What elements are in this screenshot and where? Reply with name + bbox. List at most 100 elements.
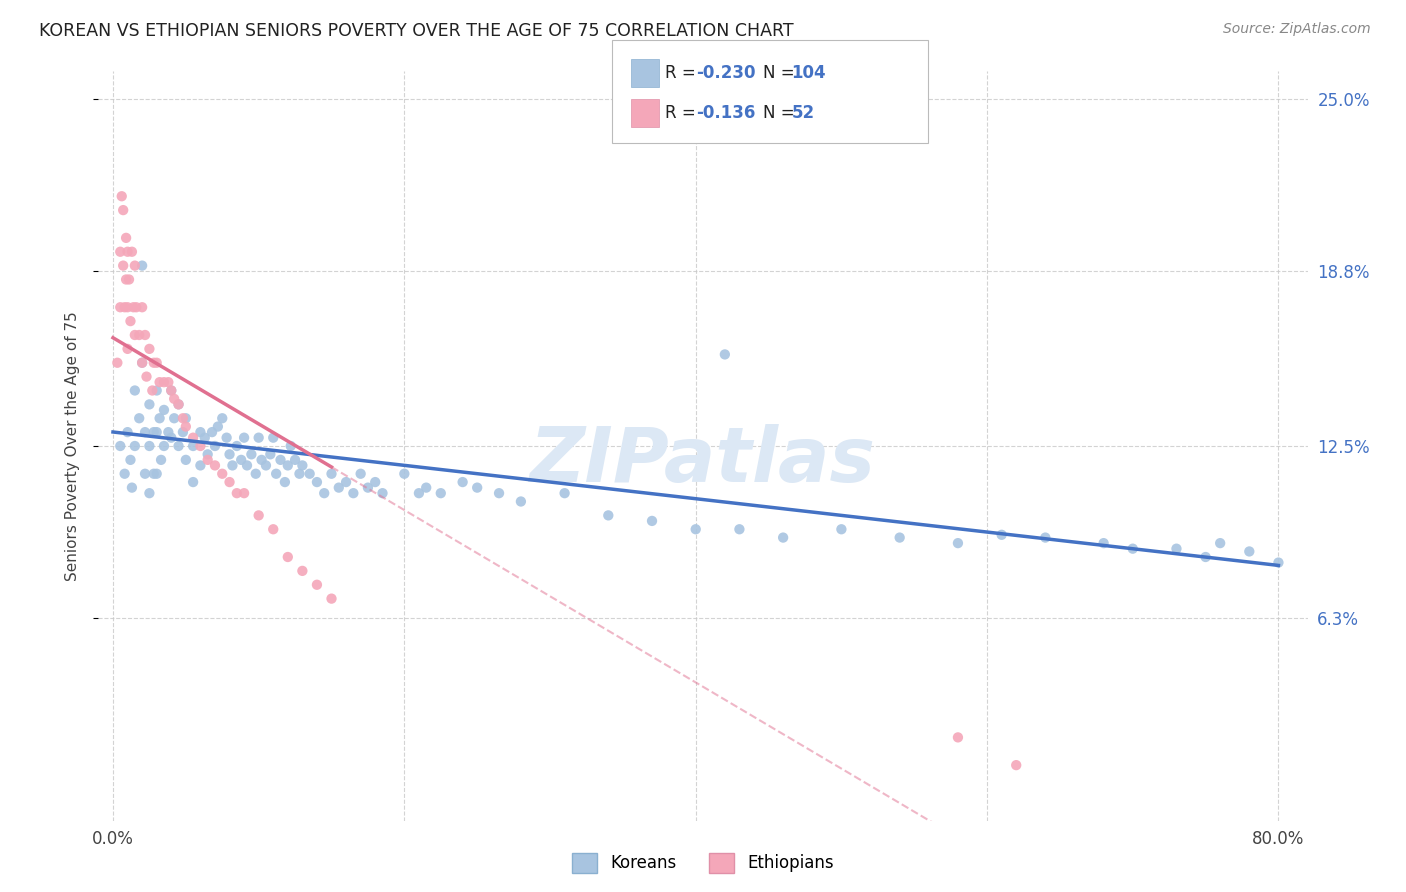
Point	[247, 431, 270, 445]
Point	[321, 591, 343, 606]
Point	[1122, 541, 1144, 556]
Point	[207, 419, 229, 434]
Point	[233, 486, 256, 500]
Point	[598, 508, 620, 523]
Point	[250, 453, 273, 467]
Point	[112, 259, 135, 273]
Point	[194, 431, 217, 445]
Point	[371, 486, 394, 500]
Point	[114, 300, 136, 314]
Point	[364, 475, 387, 489]
Point	[1209, 536, 1232, 550]
Point	[110, 244, 132, 259]
Point	[120, 314, 142, 328]
Point	[509, 494, 531, 508]
Point	[394, 467, 416, 481]
Point	[117, 425, 139, 439]
Point	[105, 356, 128, 370]
Point	[685, 522, 707, 536]
Point	[245, 467, 267, 481]
Point	[328, 481, 350, 495]
Point	[121, 244, 143, 259]
Point	[259, 447, 281, 461]
Point	[288, 467, 311, 481]
Legend: Koreans, Ethiopians: Koreans, Ethiopians	[565, 847, 841, 880]
Point	[167, 439, 190, 453]
Point	[125, 300, 148, 314]
Point	[174, 453, 197, 467]
Point	[274, 475, 297, 489]
Point	[145, 467, 167, 481]
Point	[174, 419, 197, 434]
Point	[1194, 549, 1216, 564]
Point	[122, 300, 145, 314]
Point	[231, 453, 253, 467]
Point	[1033, 531, 1056, 545]
Point	[211, 411, 233, 425]
Point	[124, 328, 146, 343]
Point	[149, 411, 172, 425]
Point	[240, 447, 263, 461]
Point	[204, 458, 226, 473]
Point	[142, 356, 165, 370]
Text: KOREAN VS ETHIOPIAN SENIORS POVERTY OVER THE AGE OF 75 CORRELATION CHART: KOREAN VS ETHIOPIAN SENIORS POVERTY OVER…	[39, 22, 794, 40]
Text: N =: N =	[763, 104, 800, 122]
Point	[153, 375, 176, 389]
Point	[415, 481, 437, 495]
Point	[830, 522, 852, 536]
Point	[451, 475, 474, 489]
Text: -0.230: -0.230	[696, 64, 755, 82]
Point	[114, 467, 136, 481]
Point	[138, 486, 160, 500]
Point	[181, 439, 204, 453]
Point	[190, 458, 212, 473]
Point	[124, 384, 146, 398]
Point	[149, 375, 172, 389]
Point	[134, 328, 156, 343]
Point	[284, 453, 307, 467]
Point	[167, 397, 190, 411]
Point	[117, 342, 139, 356]
Point	[305, 578, 328, 592]
Point	[160, 431, 183, 445]
Point	[291, 564, 314, 578]
Point	[157, 375, 180, 389]
Point	[131, 356, 153, 370]
Point	[280, 439, 302, 453]
Point	[1092, 536, 1115, 550]
Point	[160, 384, 183, 398]
Point	[488, 486, 510, 500]
Point	[465, 481, 488, 495]
Point	[124, 259, 146, 273]
Point	[385, 31, 408, 45]
Point	[221, 458, 243, 473]
Point	[190, 425, 212, 439]
Point	[172, 425, 194, 439]
Point	[772, 531, 794, 545]
Point	[197, 447, 219, 461]
Text: 104: 104	[792, 64, 827, 82]
Point	[181, 475, 204, 489]
Point	[254, 458, 277, 473]
Point	[342, 486, 364, 500]
Point	[946, 536, 969, 550]
Point	[157, 425, 180, 439]
Point	[141, 384, 163, 398]
Point	[131, 259, 153, 273]
Point	[305, 475, 328, 489]
Point	[291, 458, 314, 473]
Point	[262, 522, 284, 536]
Point	[990, 528, 1012, 542]
Point	[131, 300, 153, 314]
Point	[1267, 556, 1289, 570]
Point	[714, 347, 737, 361]
Point	[357, 481, 380, 495]
Text: Source: ZipAtlas.com: Source: ZipAtlas.com	[1223, 22, 1371, 37]
Point	[153, 403, 176, 417]
Point	[204, 439, 226, 453]
Point	[211, 467, 233, 481]
Point	[218, 447, 240, 461]
Point	[181, 431, 204, 445]
Point	[1005, 758, 1028, 772]
Point	[142, 425, 165, 439]
